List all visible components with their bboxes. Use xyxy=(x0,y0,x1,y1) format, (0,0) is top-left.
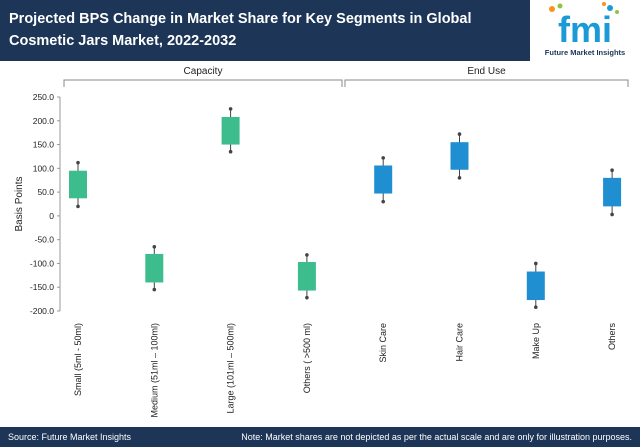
group-bracket xyxy=(344,79,629,87)
whisker-cap-low xyxy=(152,287,157,292)
group-label-end-use: End Use xyxy=(467,66,506,77)
disclaimer-note: Note: Market shares are not depicted as … xyxy=(241,432,632,442)
category-label: Skin Care xyxy=(378,323,388,363)
y-tick-label: 50.0 xyxy=(37,187,54,197)
y-tick-label: 150.0 xyxy=(33,140,55,150)
whisker-cap-high xyxy=(228,107,233,111)
whisker-cap-low xyxy=(76,204,80,209)
logo-dot-blue xyxy=(607,5,613,11)
candle-box xyxy=(69,170,87,199)
group-bracket xyxy=(63,79,343,87)
whisker-cap-high xyxy=(305,253,309,257)
logo-dot-orange-2 xyxy=(602,2,606,6)
candle-box xyxy=(221,116,240,145)
y-tick-label: -150.0 xyxy=(30,282,54,292)
fmi-logo: fmi Future Market Insights xyxy=(530,0,640,61)
candlestick-chart: Basis Points 250.0 200.0 150.0 100.0 50.0 0 -50… xyxy=(14,66,629,418)
y-tick-label: 100.0 xyxy=(33,163,55,173)
category-label: Large (101ml – 500ml) xyxy=(226,323,236,414)
candle-box xyxy=(603,177,622,207)
logo-dot-orange xyxy=(549,6,555,12)
y-tick-label: 0 xyxy=(49,211,54,221)
y-tick-label: 200.0 xyxy=(33,116,55,126)
chart-title: Projected BPS Change in Market Share for… xyxy=(9,11,472,49)
category-label: Small (5ml - 50ml) xyxy=(73,323,83,396)
y-axis-label: Basis Points xyxy=(14,176,25,231)
whisker-cap-high xyxy=(457,132,462,136)
candle-box xyxy=(374,165,393,194)
whisker-cap-low xyxy=(305,295,309,300)
whisker-cap-low xyxy=(534,305,538,309)
category-label: Medium (51ml – 100ml) xyxy=(149,323,159,418)
category-label: Others ( >500 ml) xyxy=(302,323,312,393)
whisker-cap-low xyxy=(457,176,462,180)
chart-header: Projected BPS Change in Market Share for… xyxy=(0,0,640,61)
logo-dot-green xyxy=(557,3,563,9)
logo-mark: fmi xyxy=(558,9,612,48)
whisker-cap-high xyxy=(610,168,614,173)
category-label: Hair Care xyxy=(455,323,465,362)
logo-dot-green-2 xyxy=(615,10,619,14)
fmi-logo-icon: fmi xyxy=(549,2,619,50)
logo-caption: Future Market Insights xyxy=(544,48,626,57)
category-label: Others xyxy=(607,323,617,351)
y-tick-label: -50.0 xyxy=(35,235,55,245)
y-tick-label: -200.0 xyxy=(30,306,54,316)
chart-footer: Source: Future Market Insights Note: Mar… xyxy=(0,427,640,447)
whisker-cap-high xyxy=(534,261,538,266)
category-label: Make Up xyxy=(531,323,541,359)
group-label-capacity: Capacity xyxy=(184,66,223,77)
y-tick-label: 250.0 xyxy=(33,92,55,102)
whisker-cap-low xyxy=(228,149,233,154)
candle-box xyxy=(297,262,316,291)
candle-box xyxy=(145,253,164,283)
candle-box xyxy=(450,142,469,170)
whisker-cap-high xyxy=(152,245,157,249)
whisker-cap-low xyxy=(381,199,386,204)
source-note: Source: Future Market Insights xyxy=(8,432,132,442)
y-tick-label: -100.0 xyxy=(30,258,54,268)
whisker-cap-low xyxy=(610,212,614,217)
candle-box xyxy=(526,271,545,301)
whisker-cap-high xyxy=(76,160,80,165)
whisker-cap-high xyxy=(381,156,386,160)
